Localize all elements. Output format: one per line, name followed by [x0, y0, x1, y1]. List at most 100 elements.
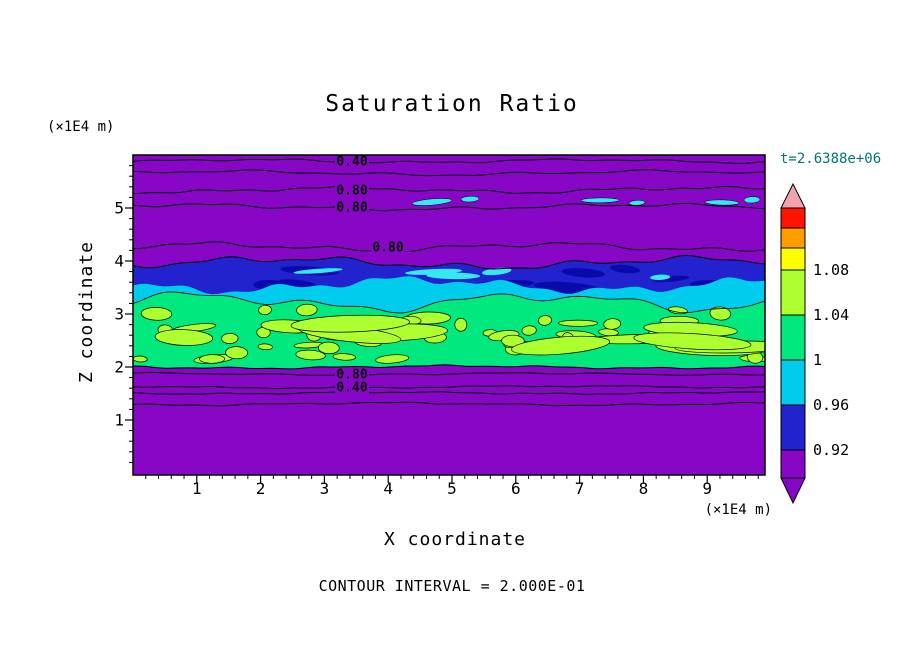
- contour-line-label: 0.80: [336, 368, 367, 383]
- colorbar-segment: [780, 404, 806, 451]
- field-patch: [332, 353, 356, 361]
- x-tick-label: 8: [639, 479, 649, 498]
- x-tick-label: 3: [320, 479, 330, 498]
- colorbar-segment: [780, 227, 806, 249]
- field-patch: [133, 355, 148, 363]
- field-patch: [375, 354, 410, 364]
- field-patch: [633, 332, 752, 351]
- y-tick-label: 2: [114, 358, 124, 377]
- colorbar-label: 1.04: [813, 306, 849, 324]
- field-patch: [295, 349, 326, 361]
- y-axis-label: Z coordinate: [76, 241, 97, 383]
- y-tick-label: 4: [114, 252, 124, 271]
- contour-line: [133, 202, 765, 212]
- contour-line: [133, 158, 765, 164]
- contour-line-label: 0.80: [336, 201, 367, 216]
- contour-line: [133, 254, 765, 270]
- y-tick-label: 3: [114, 305, 124, 324]
- contour-line: [133, 371, 765, 376]
- x-tick-label: 6: [511, 479, 521, 498]
- y-tick-label: 1: [114, 411, 124, 430]
- field-patch: [293, 268, 343, 274]
- field-patch: [221, 333, 239, 344]
- time-annotation: t=2.6388e+06: [780, 151, 881, 167]
- supersaturated-patches: [133, 303, 765, 364]
- colorbar-label: 0.92: [813, 441, 849, 459]
- contour-line: [133, 241, 765, 253]
- contour-label-backing: [335, 380, 369, 394]
- colorbar-segment: [780, 247, 806, 271]
- field-patch: [154, 329, 214, 346]
- colorbar-segment: [780, 449, 806, 479]
- field-patch: [709, 306, 732, 321]
- field-patch: [667, 306, 688, 315]
- x-tick-label: 4: [383, 479, 393, 498]
- y-axis-unit: (×1E4 m): [47, 119, 114, 135]
- field-patch: [317, 341, 340, 355]
- contour-label-backing: [335, 367, 369, 381]
- contour-line: [133, 169, 765, 177]
- colorbar-underflow-arrow: [780, 477, 806, 505]
- field-patch: [258, 304, 272, 316]
- field-patch: [411, 198, 453, 206]
- contour-label-backing: [335, 200, 369, 214]
- colorbar: [780, 182, 806, 505]
- x-tick-label: 7: [575, 479, 585, 498]
- contour-label-backing: [335, 183, 369, 197]
- colorbar-segment: [780, 314, 806, 361]
- x-tick-label: 5: [447, 479, 457, 498]
- field-patch: [501, 334, 525, 348]
- contour-line: [133, 391, 765, 395]
- colorbar-label: 0.96: [813, 396, 849, 414]
- field-patch: [558, 319, 598, 327]
- contour-line: [133, 291, 765, 314]
- field-patch: [290, 314, 410, 333]
- y-tick-label: 5: [114, 199, 124, 218]
- contour-line-label: 0.40: [336, 381, 367, 396]
- field-patch: [561, 268, 606, 278]
- plot-border: [132, 154, 766, 476]
- field-patch: [538, 315, 552, 326]
- field-patch: [296, 303, 318, 317]
- x-tick-label: 2: [256, 479, 266, 498]
- contour-line: [133, 401, 765, 407]
- colorbar-segment: [780, 207, 806, 229]
- contour-line-label: 0.40: [336, 155, 367, 170]
- colorbar-overflow-arrow: [780, 182, 806, 209]
- contour-field: 0.400.800.800.800.800.40: [133, 155, 765, 475]
- field-patch: [603, 318, 622, 330]
- colorbar-segment: [780, 359, 806, 406]
- field-patch: [481, 267, 512, 276]
- field-patch: [511, 335, 610, 356]
- field-patch: [225, 346, 248, 360]
- colorbar-segment: [780, 269, 806, 316]
- x-axis-unit: (×1E4 m): [705, 502, 772, 518]
- field-patch: [454, 317, 468, 332]
- lower-purple-band: [133, 364, 765, 475]
- contour-label-backing: [371, 240, 405, 254]
- x-tick-label: 9: [702, 479, 712, 498]
- field-patch: [405, 268, 462, 275]
- contour-interval-note: CONTOUR INTERVAL = 2.000E-01: [319, 577, 586, 595]
- contour-line: [133, 364, 765, 370]
- field-patch: [521, 325, 537, 336]
- green-band: [133, 291, 765, 372]
- field-patch: [704, 199, 740, 206]
- contour-line: [133, 185, 765, 195]
- field-patch: [743, 196, 761, 204]
- contour-line-label: 0.80: [336, 184, 367, 199]
- colorbar-label: 1: [813, 351, 822, 369]
- field-patch: [257, 343, 273, 351]
- contour-lines: 0.400.800.800.800.800.40: [133, 155, 765, 407]
- field-patch: [199, 354, 226, 364]
- colorbar-label: 1.08: [813, 261, 849, 279]
- field-patch: [650, 274, 671, 281]
- field-patch: [580, 197, 620, 203]
- field-patch: [609, 264, 641, 274]
- plot-title: Saturation Ratio: [325, 91, 579, 117]
- contour-line-label: 0.80: [372, 241, 403, 256]
- field-patch: [460, 195, 480, 203]
- contour-line: [133, 385, 765, 390]
- contour-label-backing: [335, 155, 369, 168]
